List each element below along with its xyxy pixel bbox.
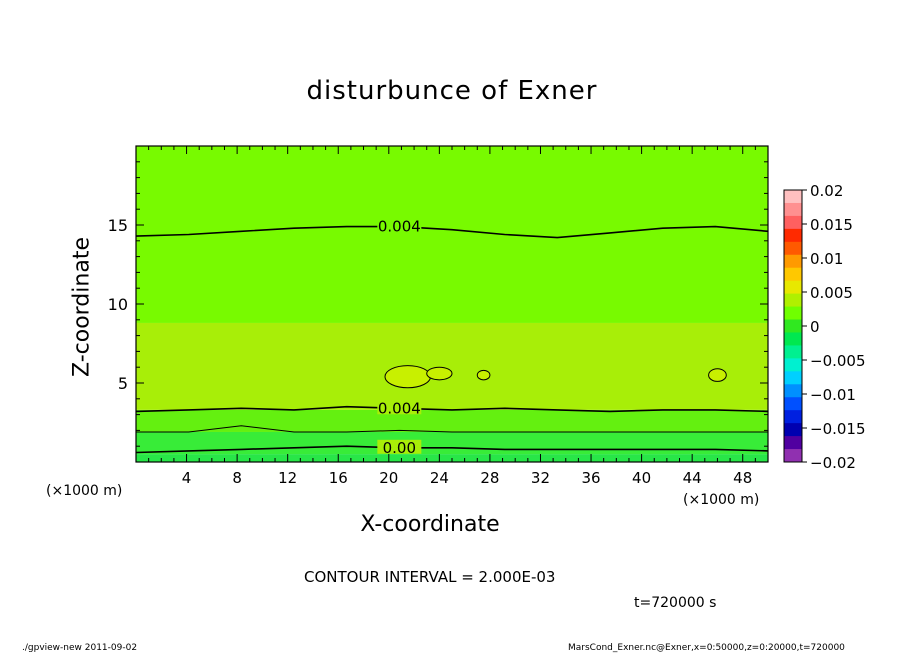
x-tick-label: 32 [531, 469, 550, 487]
closed-contour [384, 365, 432, 389]
colorbar-segment [784, 345, 802, 359]
x-tick-label: 8 [232, 469, 242, 487]
contour-label-bg [377, 218, 422, 233]
y-tick-label: 5 [118, 374, 128, 393]
contour-line [135, 225, 769, 239]
contour-label: 0.00 [383, 439, 416, 457]
colorbar-segment [784, 358, 802, 372]
colorbar-segment [784, 241, 802, 256]
contour-label-bg [377, 400, 422, 415]
colorbar-segment [784, 371, 802, 385]
colorbar-segment [784, 306, 802, 321]
colorbar-segment [784, 228, 802, 243]
closed-contour [708, 368, 727, 382]
x-tick-label: 28 [480, 469, 499, 487]
colorbar-tick-label: −0.02 [810, 454, 856, 472]
contour-interval-label: CONTOUR INTERVAL = 2.000E-03 [304, 568, 556, 586]
contour-label: 0.004 [378, 399, 421, 417]
x-tick-label: 16 [329, 469, 348, 487]
colorbar-segment [784, 397, 802, 411]
field-band [136, 146, 768, 323]
x-tick-label: 4 [182, 469, 192, 487]
colorbar-segment [784, 267, 802, 282]
colorbar-segment [784, 190, 802, 204]
colorbar-tick-label: −0.015 [810, 420, 866, 438]
contour-label-bg [377, 439, 422, 454]
x-tick-label: 36 [581, 469, 600, 487]
chart-title: disturbunce of Exner [306, 76, 598, 106]
x-tick-label: 48 [733, 469, 752, 487]
x-tick-label: 24 [430, 469, 449, 487]
footer-left: ./gpview-new 2011-09-02 [22, 643, 138, 653]
colorbar-tick-label: 0.02 [810, 182, 843, 200]
field-band [136, 322, 768, 410]
colorbar-tick-label: 0 [810, 318, 820, 336]
field-band [136, 431, 768, 455]
colorbar-segment [784, 423, 802, 437]
colorbar-tick-label: 0.01 [810, 250, 843, 268]
footer-right: MarsCond_Exner.nc@Exner,x=0:50000,z=0:20… [568, 643, 845, 653]
time-label: t=720000 s [634, 595, 717, 611]
colorbar-segment [784, 280, 802, 295]
colorbar-segment [784, 215, 802, 230]
x-tick-label: 40 [632, 469, 651, 487]
x-unit-label-left: (×1000 m) [46, 483, 123, 499]
x-axis-label: X-coordinate [360, 512, 500, 537]
x-tick-label: 44 [683, 469, 702, 487]
y-axis-label: Z-coordinate [69, 237, 95, 377]
colorbar-tick-label: −0.01 [810, 386, 856, 404]
y-tick-label: 15 [108, 216, 128, 235]
colorbar-segment [784, 436, 802, 450]
x-unit-label-right: (×1000 m) [683, 492, 760, 508]
colorbar-segment [784, 254, 802, 269]
contour-line [136, 425, 768, 433]
colorbar-segment [784, 449, 802, 463]
colorbar-segment [784, 332, 802, 346]
closed-contour [426, 366, 453, 381]
colorbar-tick-label: 0.005 [810, 284, 853, 302]
colorbar-segment [784, 293, 802, 308]
y-tick-label: 10 [108, 295, 128, 314]
field-band [136, 409, 768, 432]
colorbar-tick-label: 0.015 [810, 216, 853, 234]
closed-contour [476, 369, 491, 381]
colorbar-segment [784, 202, 802, 217]
colorbar-segment [784, 410, 802, 424]
contour-label: 0.004 [378, 218, 421, 236]
colorbar-segment [784, 384, 802, 398]
contour-line [135, 405, 769, 413]
colorbar-tick-label: −0.005 [810, 352, 866, 370]
x-tick-label: 12 [278, 469, 297, 487]
x-tick-label: 20 [379, 469, 398, 487]
contour-line [135, 445, 769, 454]
colorbar-segment [784, 319, 802, 333]
